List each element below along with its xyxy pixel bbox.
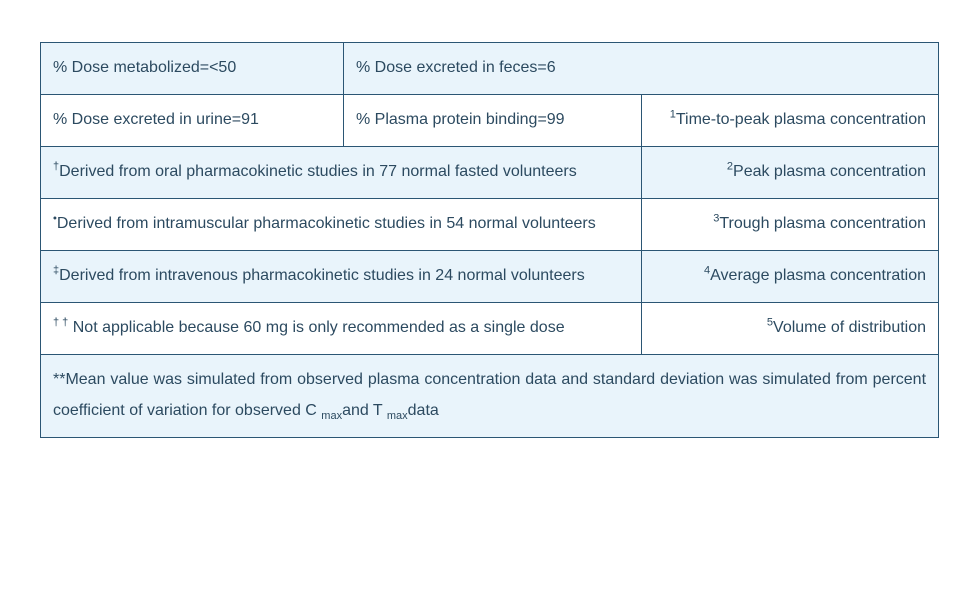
superscript-marker: 5 [766, 316, 774, 329]
table-row: % Dose excreted in urine=91 % Plasma pro… [40, 94, 940, 147]
cell-dose-excreted-feces: % Dose excreted in feces=6 [342, 42, 940, 95]
cell-text: Derived from intravenous pharmacokinetic… [59, 267, 585, 284]
cell-trough-plasma-definition: 3Trough plasma concentration [640, 198, 940, 251]
cell-average-plasma-definition: 4Average plasma concentration [640, 250, 940, 303]
footnotes-table-container: % Dose metabolized=<50 % Dose excreted i… [39, 42, 940, 438]
cell-intramuscular-studies-footnote: •Derived from intramuscular pharmacokine… [40, 198, 642, 251]
cell-text: **Mean value was simulated from observed… [53, 371, 927, 419]
cell-peak-plasma-definition: 2Peak plasma concentration [640, 146, 940, 199]
cell-mean-value-simulated-footnote: **Mean value was simulated from observed… [39, 354, 940, 438]
cell-text: Average plasma concentration [710, 267, 927, 284]
cell-oral-studies-footnote: †Derived from oral pharmacokinetic studi… [40, 146, 642, 199]
cell-not-applicable-footnote: † † Not applicable because 60 mg is only… [40, 302, 642, 355]
cell-intravenous-studies-footnote: ‡Derived from intravenous pharmacokineti… [40, 250, 642, 303]
superscript-marker: 4 [704, 264, 711, 277]
double-dagger-marker: † † [53, 316, 69, 329]
table-row: •Derived from intramuscular pharmacokine… [40, 198, 940, 251]
bullet-marker: • [53, 212, 57, 225]
superscript-marker: 2 [726, 160, 734, 173]
dagger-marker: † [53, 160, 60, 173]
cell-text: Volume of distribution [773, 319, 927, 336]
superscript-marker: 1 [669, 108, 676, 121]
cell-text: Time-to-peak plasma concentration [675, 111, 927, 128]
pharmacokinetic-footnotes-table: % Dose metabolized=<50 % Dose excreted i… [39, 42, 940, 438]
cell-volume-distribution-definition: 5Volume of distribution [640, 302, 940, 355]
double-dagger-marker: ‡ [53, 264, 60, 277]
subscript-max: max [321, 410, 343, 423]
table-row: † † Not applicable because 60 mg is only… [40, 302, 940, 355]
cell-text: Trough plasma concentration [719, 215, 927, 232]
table-row: **Mean value was simulated from observed… [39, 354, 940, 438]
cell-text: Derived from oral pharmacokinetic studie… [59, 163, 577, 180]
cell-text: data [407, 402, 439, 419]
table-row: % Dose metabolized=<50 % Dose excreted i… [40, 42, 940, 95]
cell-time-to-peak-definition: 1Time-to-peak plasma concentration [640, 94, 940, 147]
cell-text: Peak plasma concentration [733, 163, 927, 180]
cell-text: Derived from intramuscular pharmacokinet… [56, 215, 596, 232]
table-row: †Derived from oral pharmacokinetic studi… [40, 146, 940, 199]
cell-dose-metabolized: % Dose metabolized=<50 [40, 42, 344, 95]
cell-dose-excreted-urine: % Dose excreted in urine=91 [40, 94, 344, 147]
superscript-marker: 3 [713, 212, 720, 225]
cell-text: Not applicable because 60 mg is only rec… [68, 319, 565, 336]
cell-plasma-protein-binding: % Plasma protein binding=99 [343, 94, 642, 147]
subscript-max: max [386, 410, 408, 423]
table-row: ‡Derived from intravenous pharmacokineti… [40, 250, 940, 303]
cell-text: and T [342, 402, 387, 419]
